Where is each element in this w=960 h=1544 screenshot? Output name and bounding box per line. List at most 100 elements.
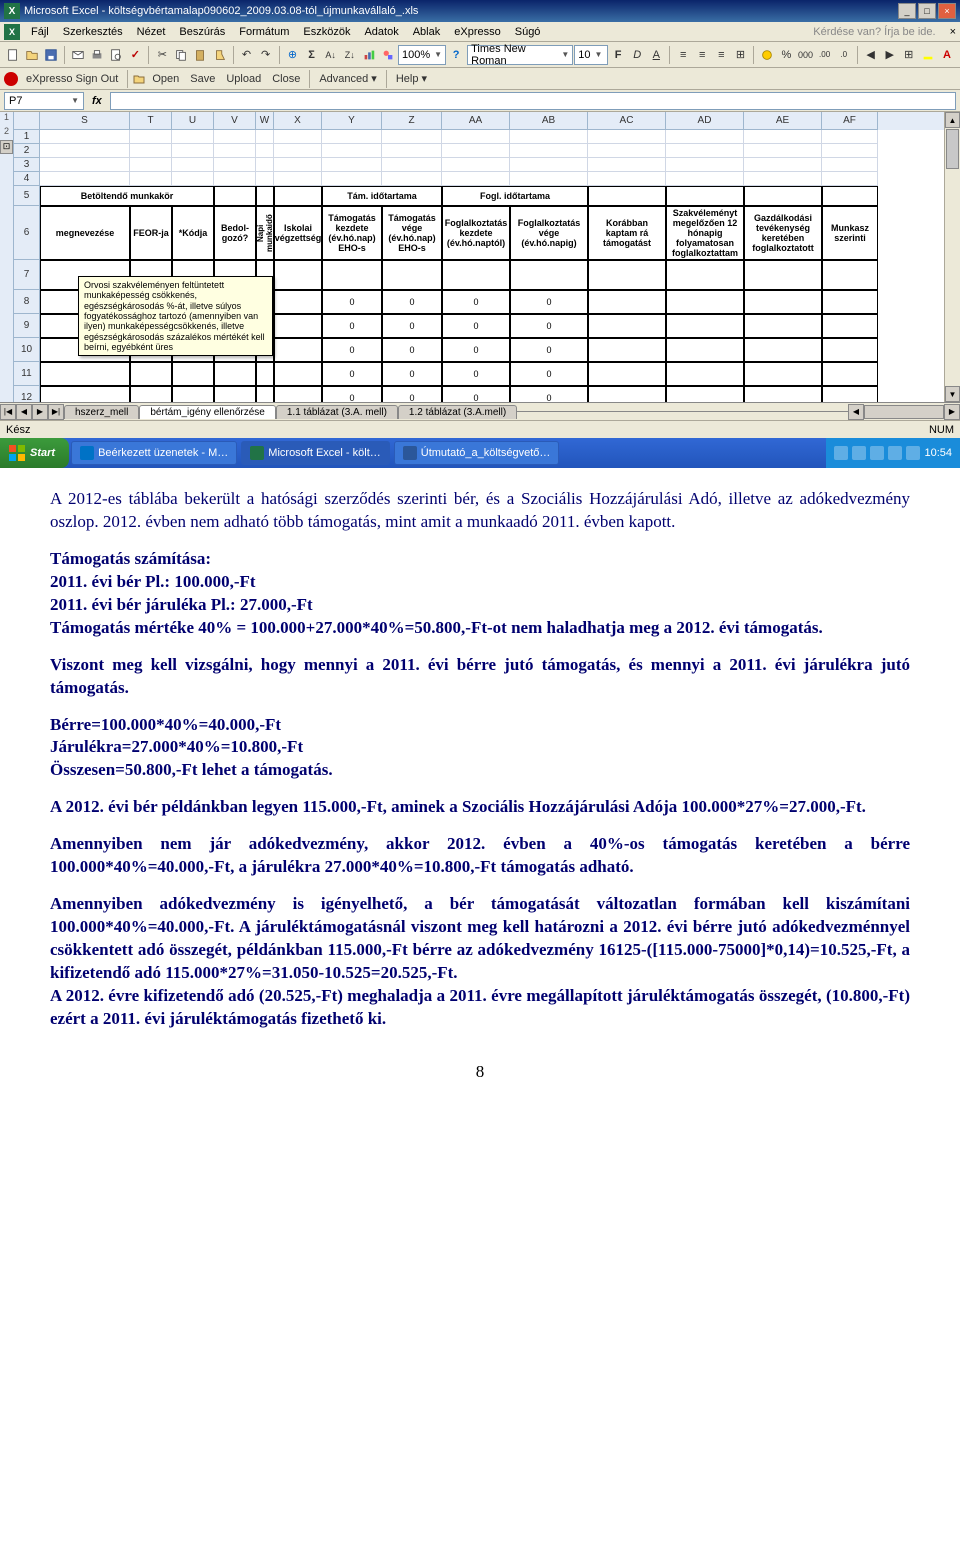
spell-icon[interactable]: ✓: [126, 44, 144, 66]
cell[interactable]: [274, 314, 322, 338]
menu-window[interactable]: Ablak: [406, 24, 448, 40]
cell[interactable]: 0: [510, 338, 588, 362]
hdr-bedolgozo[interactable]: Bedol-gozó?: [214, 206, 256, 260]
cell[interactable]: [588, 144, 666, 158]
cell[interactable]: [130, 144, 172, 158]
cell[interactable]: [822, 144, 878, 158]
hdr-tam-idotartama[interactable]: Tám. időtartama: [322, 186, 442, 206]
cell[interactable]: [442, 144, 510, 158]
col-t[interactable]: T: [130, 112, 172, 130]
menu-tools[interactable]: Eszközök: [296, 24, 357, 40]
cell[interactable]: [666, 362, 744, 386]
italic-icon[interactable]: D: [628, 44, 646, 66]
menu-file[interactable]: Fájl: [24, 24, 56, 40]
cell[interactable]: [744, 158, 822, 172]
tray-icon[interactable]: [870, 446, 884, 460]
cell[interactable]: 0: [382, 290, 442, 314]
cell[interactable]: [382, 158, 442, 172]
expresso-signout[interactable]: eXpresso Sign Out: [21, 73, 123, 85]
cell[interactable]: 0: [322, 386, 382, 402]
cell[interactable]: [744, 290, 822, 314]
cell[interactable]: [442, 158, 510, 172]
cell[interactable]: [274, 362, 322, 386]
cell[interactable]: 0: [442, 290, 510, 314]
cell[interactable]: [666, 338, 744, 362]
row-12[interactable]: 12: [14, 386, 40, 402]
cell[interactable]: [214, 158, 256, 172]
cell[interactable]: 0: [510, 386, 588, 402]
cell[interactable]: [744, 314, 822, 338]
col-ad[interactable]: AD: [666, 112, 744, 130]
outline-2[interactable]: 2: [0, 126, 13, 140]
fill-color-icon[interactable]: [919, 44, 937, 66]
cell[interactable]: 0: [510, 362, 588, 386]
hscroll-right[interactable]: ▶: [944, 404, 960, 420]
cell[interactable]: [822, 338, 878, 362]
cell[interactable]: [130, 362, 172, 386]
scroll-up-button[interactable]: ▲: [945, 112, 960, 128]
tray-icon[interactable]: [888, 446, 902, 460]
cell[interactable]: [666, 186, 744, 206]
cell[interactable]: [214, 386, 256, 402]
cell[interactable]: 0: [322, 290, 382, 314]
doc-close-button[interactable]: ×: [950, 26, 956, 38]
cell[interactable]: 0: [442, 386, 510, 402]
menu-data[interactable]: Adatok: [357, 24, 405, 40]
cell[interactable]: [256, 144, 274, 158]
cell[interactable]: [382, 130, 442, 144]
cell[interactable]: [40, 172, 130, 186]
tab-nav-prev[interactable]: ◀: [16, 404, 32, 420]
cell[interactable]: [442, 260, 510, 290]
col-ae[interactable]: AE: [744, 112, 822, 130]
col-w[interactable]: W: [256, 112, 274, 130]
cell[interactable]: [588, 158, 666, 172]
tray-icon[interactable]: [852, 446, 866, 460]
cell[interactable]: [274, 186, 322, 206]
cell[interactable]: [822, 158, 878, 172]
row-2[interactable]: 2: [14, 144, 40, 158]
cell[interactable]: [588, 386, 666, 402]
chart-icon[interactable]: [360, 44, 378, 66]
cell[interactable]: [382, 172, 442, 186]
percent-icon[interactable]: %: [777, 44, 795, 66]
row-11[interactable]: 11: [14, 362, 40, 386]
expresso-open[interactable]: Open: [147, 73, 184, 85]
cell[interactable]: 0: [442, 314, 510, 338]
cell[interactable]: [744, 362, 822, 386]
formula-input[interactable]: [110, 92, 956, 110]
sheet-tab[interactable]: 1.2 táblázat (3.A.mell): [398, 405, 517, 419]
cell[interactable]: [744, 186, 822, 206]
menu-format[interactable]: Formátum: [232, 24, 296, 40]
fontsize-combo[interactable]: 10▼: [574, 45, 608, 65]
dec-dec-icon[interactable]: .0: [835, 44, 853, 66]
row-7[interactable]: 7: [14, 260, 40, 290]
cell[interactable]: [822, 260, 878, 290]
cell[interactable]: [510, 144, 588, 158]
cell[interactable]: [822, 130, 878, 144]
cell[interactable]: [744, 386, 822, 402]
underline-icon[interactable]: A: [647, 44, 665, 66]
row-3[interactable]: 3: [14, 158, 40, 172]
cell[interactable]: [130, 130, 172, 144]
hscroll-track[interactable]: [864, 405, 944, 419]
font-color-icon[interactable]: A: [938, 44, 956, 66]
tab-nav-next[interactable]: ▶: [32, 404, 48, 420]
drawing-icon[interactable]: [379, 44, 397, 66]
hdr-fogl-idotartama[interactable]: Fogl. időtartama: [442, 186, 588, 206]
cell[interactable]: [588, 260, 666, 290]
hdr-fogl-vege[interactable]: Foglalkoztatás vége (év.hó.napig): [510, 206, 588, 260]
format-painter-icon[interactable]: [211, 44, 229, 66]
menu-view[interactable]: Nézet: [130, 24, 173, 40]
open-icon[interactable]: [23, 44, 41, 66]
indent-inc-icon[interactable]: ▶: [881, 44, 899, 66]
cell[interactable]: [382, 260, 442, 290]
cell[interactable]: [172, 130, 214, 144]
col-aa[interactable]: AA: [442, 112, 510, 130]
cell[interactable]: [172, 362, 214, 386]
outline-1[interactable]: 1: [0, 112, 13, 126]
cell[interactable]: 0: [322, 338, 382, 362]
expresso-close[interactable]: Close: [267, 73, 305, 85]
cell[interactable]: [666, 130, 744, 144]
cell[interactable]: [666, 172, 744, 186]
row-10[interactable]: 10: [14, 338, 40, 362]
